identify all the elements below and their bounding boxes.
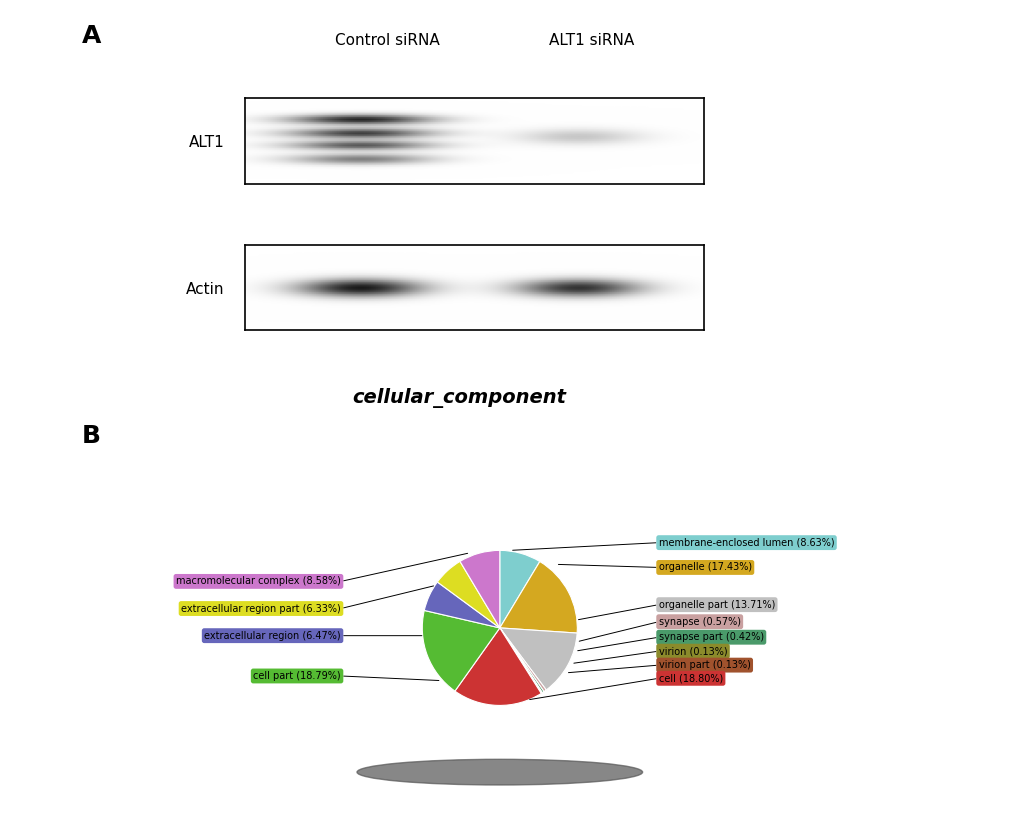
Text: virion part (0.13%): virion part (0.13%)	[658, 660, 750, 670]
Wedge shape	[499, 628, 542, 693]
Text: Control siRNA: Control siRNA	[335, 33, 439, 47]
Text: organelle (17.43%): organelle (17.43%)	[658, 562, 751, 573]
Text: cell (18.80%): cell (18.80%)	[658, 673, 722, 683]
Text: cellular_component: cellular_component	[352, 388, 566, 408]
Text: macromolecular complex (8.58%): macromolecular complex (8.58%)	[176, 576, 340, 587]
Wedge shape	[454, 628, 541, 706]
Text: B: B	[82, 424, 101, 448]
Wedge shape	[499, 551, 539, 628]
Wedge shape	[422, 610, 499, 691]
Wedge shape	[460, 551, 499, 628]
Wedge shape	[499, 628, 546, 692]
Text: ALT1 siRNA: ALT1 siRNA	[548, 33, 634, 47]
Text: extracellular region part (6.33%): extracellular region part (6.33%)	[181, 604, 340, 614]
Text: membrane-enclosed lumen (8.63%): membrane-enclosed lumen (8.63%)	[658, 538, 834, 548]
Text: synapse part (0.42%): synapse part (0.42%)	[658, 632, 763, 642]
Text: cell part (18.79%): cell part (18.79%)	[253, 671, 340, 681]
Wedge shape	[499, 628, 543, 693]
Text: extracellular region (6.47%): extracellular region (6.47%)	[204, 631, 340, 641]
Text: Actin: Actin	[185, 282, 224, 297]
Wedge shape	[499, 561, 577, 633]
Text: virion (0.13%): virion (0.13%)	[658, 646, 727, 656]
Wedge shape	[424, 582, 499, 628]
Text: synapse (0.57%): synapse (0.57%)	[658, 617, 740, 627]
Text: A: A	[82, 24, 101, 48]
Text: ALT1: ALT1	[189, 135, 224, 150]
Text: organelle part (13.71%): organelle part (13.71%)	[658, 600, 774, 610]
Wedge shape	[499, 628, 541, 694]
Wedge shape	[437, 561, 499, 628]
Ellipse shape	[357, 759, 642, 785]
Wedge shape	[499, 628, 577, 690]
